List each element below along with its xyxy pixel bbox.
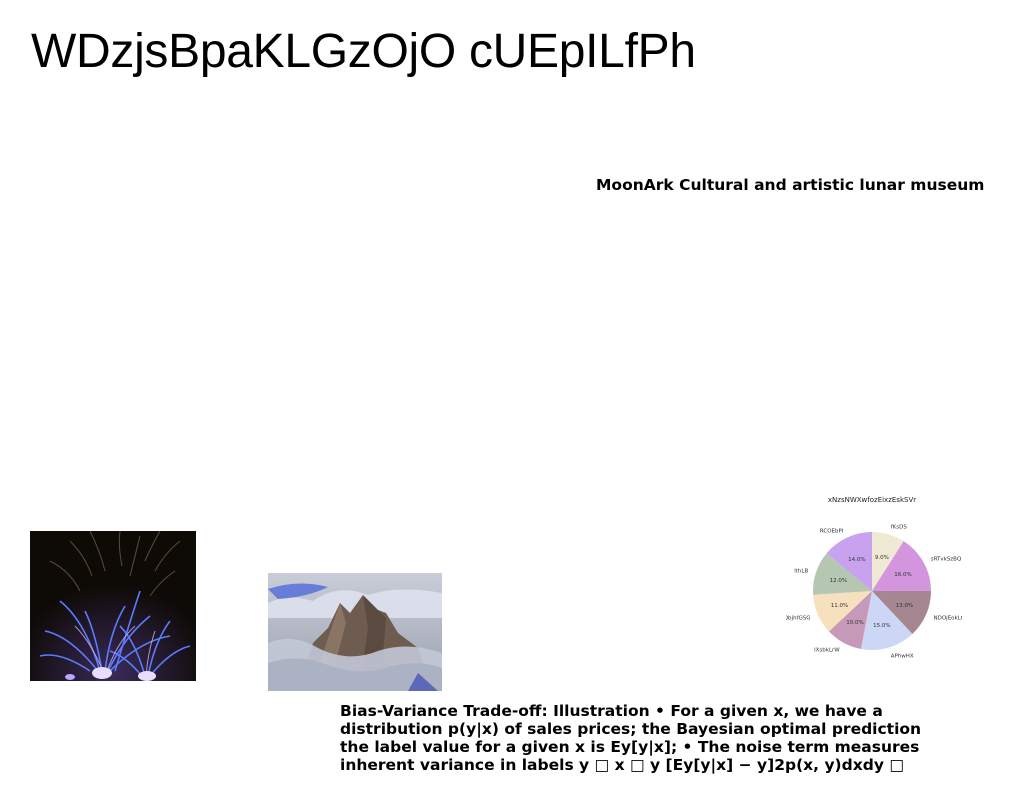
mountain-clouds-image: [268, 573, 442, 691]
pie-pct-label: 9.0%: [875, 555, 889, 561]
page-title: WDzjsBpaKLGzOjO cUEpILfPh: [31, 25, 696, 78]
pie-chart-title: xNzsNWXwfozEixzEskSVr: [828, 496, 916, 504]
pie-pct-label: 12.0%: [830, 578, 847, 584]
pie-chart-svg: xNzsNWXwfozEixzEskSVr 9.0% fKsDS 16.0% sRTv…: [784, 496, 965, 659]
pie-pct-label: 11.0%: [831, 603, 848, 609]
pie-category-label: sRTvkSzBQ: [931, 557, 962, 563]
pie-slice-lXsbkLrW: [828, 591, 872, 649]
pie-category-label: RCOEbPI: [820, 528, 844, 534]
pie-pct-label: 14.0%: [848, 557, 865, 563]
pie-slice-fKsDS: [872, 532, 904, 591]
pie-pct-label: 15.0%: [873, 623, 890, 629]
pie-pct-label: 10.0%: [846, 620, 863, 626]
pie-chart: xNzsNWXwfozEixzEskSVr 9.0% fKsDS 16.0% sRTv…: [784, 492, 965, 676]
pie-slice-RCOEbPI: [826, 532, 872, 591]
fireworks-image: [30, 531, 196, 681]
pie-slice-APhwHX: [860, 591, 913, 650]
pie-slice-NDOjEokLG: [872, 591, 931, 635]
pie-pct-label: 16.0%: [894, 572, 911, 578]
pie-category-label: lthLB: [794, 568, 808, 574]
pie-category-label: QbjhfGSG: [786, 616, 811, 622]
pie-category-label: lXsbkLrW: [814, 648, 840, 654]
museum-subtitle: MoonArk Cultural and artistic lunar muse…: [596, 176, 985, 194]
pie-pct-label: 13.0%: [896, 603, 913, 609]
slide-caption: Bias-Variance Trade-off: Illustration • …: [340, 702, 922, 774]
pie-category-label: fKsDS: [891, 525, 908, 531]
pie-category-label: APhwHX: [891, 653, 914, 659]
pie-slice-sRTvkSzBQ: [872, 541, 931, 591]
pie-category-label: NDOjEokLG: [933, 616, 962, 622]
pie-slice-lthLB: [813, 553, 872, 595]
pie-slice-QbjhfGSG: [813, 591, 872, 632]
